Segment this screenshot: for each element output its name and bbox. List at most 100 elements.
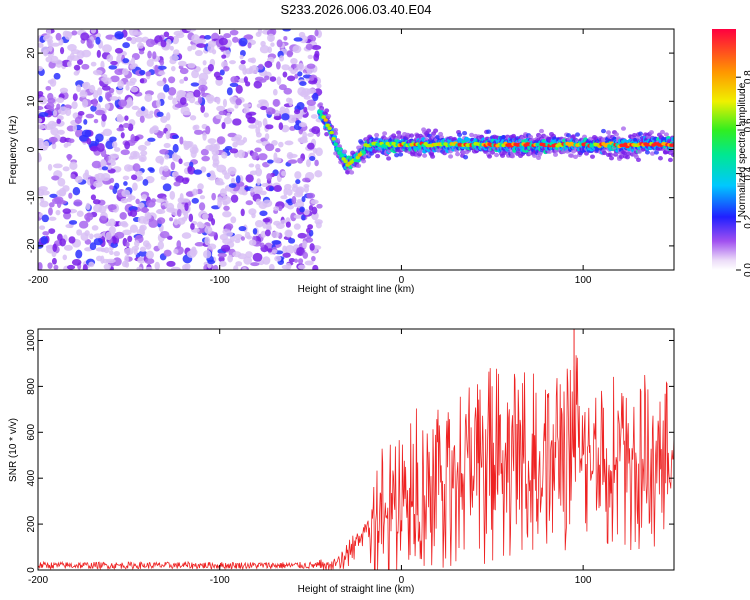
noise-cell: [186, 29, 197, 32]
noise-cell: [134, 36, 144, 43]
noise-cell: [293, 223, 301, 230]
noise-cell: [282, 245, 287, 254]
noise-cell: [313, 53, 320, 62]
noise-cell: [42, 34, 53, 42]
noise-cell: [241, 190, 248, 196]
noise-cell: [157, 65, 167, 70]
noise-cell: [301, 196, 306, 203]
noise-cell: [105, 104, 110, 111]
noise-cell: [296, 246, 305, 256]
band-halo-cell: [571, 134, 577, 139]
noise-cell: [38, 262, 43, 270]
noise-cell: [43, 123, 54, 131]
noise-cell: [228, 183, 237, 188]
noise-cell: [280, 195, 288, 200]
noise-cell: [172, 143, 179, 153]
noise-cell: [288, 237, 296, 244]
noise-cell: [38, 186, 48, 192]
noise-cell: [203, 112, 209, 118]
noise-cell: [193, 169, 203, 175]
noise-cell: [122, 122, 130, 128]
noise-cell: [136, 175, 144, 181]
noise-cell: [82, 263, 88, 270]
noise-cell: [86, 138, 92, 145]
noise-cell: [264, 143, 275, 152]
noise-cell: [243, 256, 253, 265]
noise-cell: [298, 139, 309, 144]
noise-cell: [212, 158, 220, 166]
noise-cell: [40, 46, 50, 54]
noise-cell: [273, 206, 280, 212]
noise-cell: [127, 235, 133, 243]
noise-cell: [107, 204, 117, 211]
noise-cell: [45, 56, 53, 63]
noise-cell: [76, 229, 83, 236]
noise-cell: [234, 234, 243, 240]
noise-cell: [217, 252, 227, 258]
noise-cell: [57, 177, 66, 187]
noise-cell: [38, 111, 49, 118]
noise-cell: [285, 230, 292, 238]
noise-cell: [252, 228, 258, 235]
noise-cell: [119, 211, 127, 220]
noise-cell: [279, 55, 285, 62]
colorbar: 0.0 0.2 0.4 0.6 0.8 Normalized spectral ampl…: [712, 29, 750, 277]
noise-cell: [72, 186, 81, 196]
noise-cell: [175, 175, 184, 184]
noise-cell: [114, 47, 124, 54]
noise-cell: [297, 62, 305, 71]
noise-cell: [299, 81, 307, 86]
noise-cell: [68, 220, 78, 225]
spectrogram-y-tick-label: 0: [26, 146, 37, 152]
noise-cell: [282, 71, 288, 78]
noise-cell: [103, 263, 112, 270]
noise-cell: [293, 109, 301, 115]
noise-cell: [38, 105, 44, 111]
noise-cell: [45, 85, 52, 91]
spectrogram-y-label: Frequency (Hz): [8, 116, 19, 185]
noise-cell: [299, 35, 308, 44]
noise-cell: [67, 153, 72, 161]
noise-cell: [293, 37, 303, 42]
band-halo-cell: [356, 163, 362, 169]
noise-cell: [230, 76, 239, 84]
noise-cell: [126, 36, 132, 41]
noise-cell: [281, 113, 290, 121]
noise-cell: [224, 145, 233, 151]
noise-cell: [59, 87, 69, 93]
noise-cell: [48, 202, 55, 208]
noise-cell: [94, 109, 105, 116]
noise-cell: [78, 134, 89, 142]
band-halo-cell: [430, 154, 436, 159]
noise-cell: [297, 232, 307, 239]
snr-y-tick-label: 800: [26, 378, 37, 395]
noise-cell: [76, 84, 82, 93]
noise-cell: [38, 66, 44, 72]
snr-x-label: Height of straight line (km): [298, 584, 415, 595]
noise-cell: [200, 148, 209, 156]
noise-cell: [223, 205, 230, 211]
band-halo-cell: [333, 131, 339, 136]
noise-cell: [169, 54, 179, 61]
noise-cell: [310, 114, 318, 119]
noise-cell: [106, 54, 114, 63]
band-core-cell: [355, 155, 360, 160]
band-halo-cell: [433, 128, 439, 133]
band-halo-cell: [394, 152, 400, 158]
noise-cell: [250, 187, 255, 193]
colorbar-tick-label: 0.4: [743, 166, 750, 180]
noise-cell: [262, 256, 271, 265]
noise-cell: [48, 216, 57, 221]
noise-cell: [232, 36, 239, 43]
band-halo-cell: [342, 149, 348, 154]
noise-cell: [100, 159, 107, 167]
noise-cell: [248, 66, 253, 75]
noise-cell: [242, 103, 252, 108]
noise-cell: [131, 174, 138, 181]
band-core-cell: [337, 150, 342, 155]
noise-cell: [90, 61, 97, 67]
band-halo-cell: [469, 132, 475, 138]
band-halo-cell: [333, 127, 339, 133]
noise-cell: [54, 196, 64, 204]
noise-cell: [259, 242, 265, 248]
